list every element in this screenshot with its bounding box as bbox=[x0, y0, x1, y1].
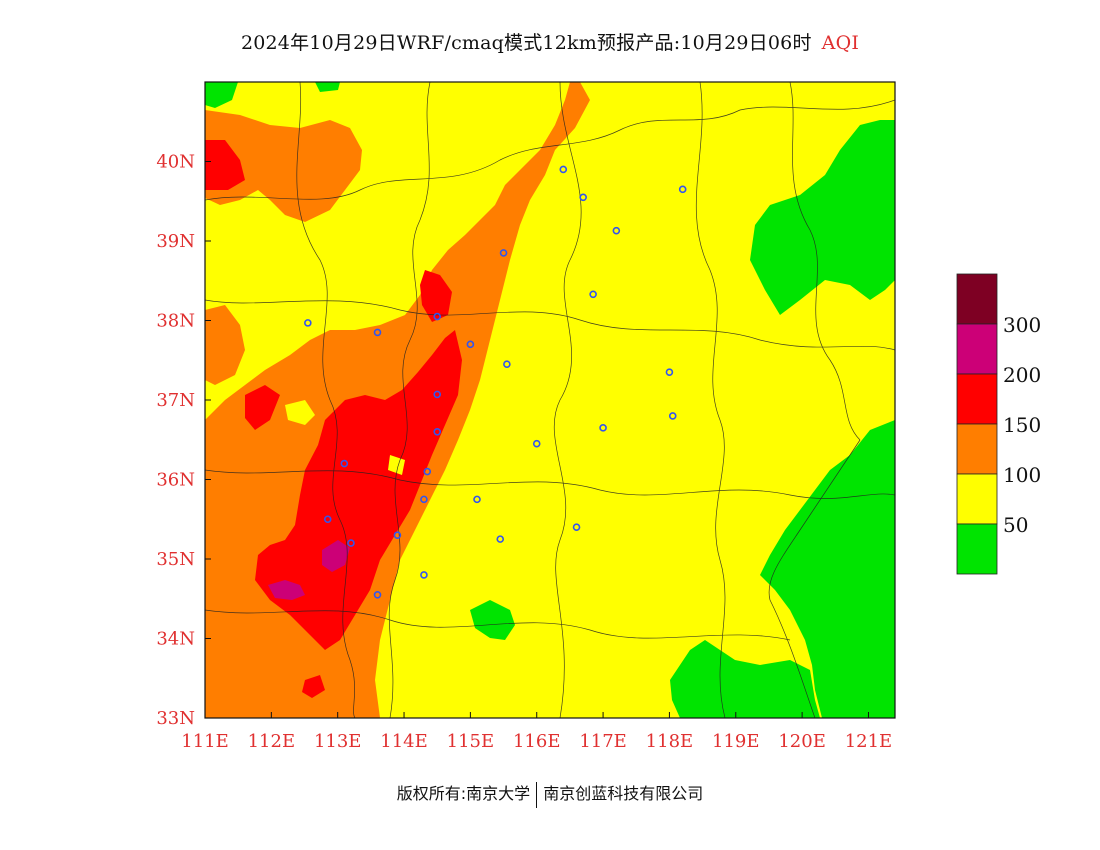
aqi-field-0-50-south bbox=[670, 640, 820, 718]
footer-credit: 版权所有:南京大学 南京创蓝科技有限公司 bbox=[0, 780, 1100, 808]
lon-tick-label: 115E bbox=[447, 731, 495, 752]
lon-tick-label: 118E bbox=[646, 731, 694, 752]
city-marker bbox=[532, 439, 541, 448]
city-marker bbox=[668, 412, 677, 420]
city-marker bbox=[678, 185, 687, 194]
city-marker bbox=[340, 459, 349, 468]
lat-tick-label: 34N bbox=[156, 629, 195, 650]
lon-tick-label: 117E bbox=[579, 731, 627, 752]
aqi-field-200-300-a bbox=[268, 580, 305, 600]
city-marker bbox=[420, 495, 428, 504]
aqi-field-50-100-hole-b bbox=[388, 455, 405, 475]
city-marker bbox=[373, 590, 382, 599]
city-marker bbox=[499, 249, 508, 257]
aqi-field-150-200-main bbox=[255, 330, 462, 650]
city-marker bbox=[323, 515, 332, 524]
lon-tick-label: 120E bbox=[778, 731, 826, 752]
lat-tick-label: 35N bbox=[156, 549, 195, 570]
city-marker bbox=[373, 328, 382, 337]
city-marker bbox=[420, 571, 428, 579]
city-marker bbox=[612, 226, 621, 235]
city-marker bbox=[579, 193, 587, 202]
footer-right: 南京创蓝科技有限公司 bbox=[543, 784, 704, 803]
city-marker bbox=[665, 368, 674, 376]
city-marker bbox=[304, 319, 312, 327]
lat-tick-label: 39N bbox=[156, 231, 195, 252]
city-marker bbox=[423, 467, 432, 476]
city-marker bbox=[433, 390, 442, 399]
city-marker bbox=[559, 165, 568, 174]
lon-tick-label: 116E bbox=[513, 731, 561, 752]
latitude-ticks: 33N 34N 35N 36N 37N 38N 39N 40N bbox=[156, 152, 211, 729]
legend-swatch bbox=[956, 273, 998, 325]
aqi-field-150-200-small bbox=[302, 675, 325, 698]
lon-tick-label: 121E bbox=[845, 731, 893, 752]
city-marker bbox=[599, 424, 607, 432]
aqi-field-0-50-corner bbox=[205, 82, 238, 108]
city-markers bbox=[304, 165, 687, 599]
legend-label: 100 bbox=[1003, 463, 1041, 487]
city-marker bbox=[589, 290, 597, 299]
aqi-field-0-50-southwest bbox=[470, 600, 515, 640]
lon-tick-label: 113E bbox=[314, 731, 362, 752]
aqi-field-0-50-east-sea bbox=[760, 420, 895, 718]
lon-tick-label: 111E bbox=[181, 731, 229, 752]
city-marker bbox=[503, 360, 511, 369]
lat-tick-label: 40N bbox=[156, 152, 195, 173]
aqi-field-100-150-west-blob bbox=[205, 305, 245, 385]
footer-separator bbox=[536, 781, 538, 808]
lat-tick-label: 36N bbox=[156, 470, 195, 491]
aqi-field-150-200-nw bbox=[205, 140, 245, 190]
lat-tick-label: 33N bbox=[156, 708, 195, 729]
city-marker bbox=[496, 535, 505, 543]
legend-label: 150 bbox=[1003, 413, 1041, 437]
aqi-field-100-150-north bbox=[205, 110, 362, 222]
map-plot-area bbox=[205, 82, 895, 718]
city-marker bbox=[473, 495, 481, 504]
legend-swatch bbox=[956, 323, 998, 375]
legend-swatch bbox=[956, 473, 998, 525]
city-marker bbox=[433, 427, 442, 436]
title-main: 2024年10月29日WRF/cmaq模式12km预报产品:10月29日06时 bbox=[240, 32, 812, 54]
legend-swatch bbox=[956, 373, 998, 425]
lat-tick-label: 37N bbox=[156, 390, 195, 411]
lon-tick-label: 114E bbox=[380, 731, 428, 752]
city-marker bbox=[572, 523, 581, 532]
aqi-field-150-200-west bbox=[245, 385, 280, 430]
legend-label: 300 bbox=[1003, 313, 1041, 337]
aqi-field-150-200-north bbox=[420, 270, 452, 322]
legend-swatch bbox=[956, 423, 998, 475]
lon-tick-label: 119E bbox=[712, 731, 760, 752]
aqi-legend: 50 100 150 200 300 bbox=[956, 273, 1041, 575]
city-marker bbox=[466, 340, 475, 349]
legend-label: 50 bbox=[1003, 513, 1028, 537]
aqi-field-50-100-hole-a bbox=[285, 400, 315, 425]
aqi-field-200-300-b bbox=[322, 540, 350, 572]
lon-tick-label: 112E bbox=[248, 731, 296, 752]
legend-label: 200 bbox=[1003, 363, 1041, 387]
lat-tick-label: 38N bbox=[156, 311, 195, 332]
city-marker bbox=[393, 531, 402, 539]
longitude-ticks: 111E 112E 113E 114E 115E 116E 117E 118E 119E 120E… bbox=[181, 712, 892, 752]
map-title: 2024年10月29日WRF/cmaq模式12km预报产品:10月29日06时 A… bbox=[0, 28, 1100, 55]
city-marker bbox=[347, 539, 355, 547]
aqi-field-0-50-top bbox=[315, 82, 340, 92]
city-marker bbox=[433, 312, 442, 321]
aqi-field-0-50-bohai bbox=[750, 120, 895, 315]
title-product: AQI bbox=[821, 32, 860, 54]
footer-left: 版权所有:南京大学 bbox=[396, 784, 531, 803]
legend-swatch bbox=[956, 523, 998, 575]
